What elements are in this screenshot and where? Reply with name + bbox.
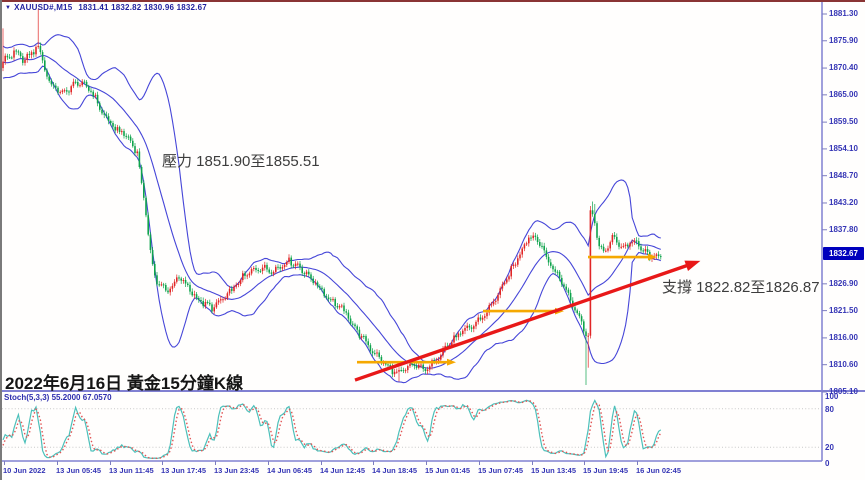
date-title-label: 2022年6月16日 黃金15分鐘K線 xyxy=(5,374,244,393)
time-axis-label: 10 Jun 2022 xyxy=(3,466,46,475)
symbol-period-label: XAUUSD#,M15 xyxy=(14,3,73,12)
bollinger-lower xyxy=(2,65,662,384)
current-price-badge: 1832.67 xyxy=(823,247,864,260)
window-left-border xyxy=(0,0,2,480)
time-axis-label: 14 Jun 18:45 xyxy=(372,466,418,475)
time-axis-label: 15 Jun 13:45 xyxy=(531,466,577,475)
resistance-annotation[interactable]: 壓力 1851.90至1855.51 xyxy=(162,153,320,170)
time-axis-label: 13 Jun 17:45 xyxy=(161,466,207,475)
stochastic-axis-label: 80 xyxy=(825,404,834,414)
time-axis-label: 13 Jun 05:45 xyxy=(56,466,102,475)
price-axis-label: 1837.80 xyxy=(829,224,858,234)
price-axis-label: 1826.90 xyxy=(829,278,858,288)
support-annotation[interactable]: 支撐 1822.82至1826.87 xyxy=(662,279,820,296)
stochastic-indicator-label: Stoch(5,3,3) 55.2000 67.0570 xyxy=(4,393,112,402)
price-axis-label: 1805.10 xyxy=(829,386,858,396)
time-axis-label: 13 Jun 23:45 xyxy=(214,466,260,475)
price-axis-label: 1881.30 xyxy=(829,8,858,18)
chart-title: ▼ XAUUSD#,M15 1831.41 1832.82 1830.96 1832… xyxy=(5,3,207,12)
price-axis-label: 1843.20 xyxy=(829,197,858,207)
time-axis-label: 14 Jun 06:45 xyxy=(267,466,313,475)
stochastic-axis-label: 100 xyxy=(825,392,839,401)
bollinger-upper xyxy=(2,34,661,363)
stochastic-pane xyxy=(2,399,822,460)
support-trendline[interactable] xyxy=(354,260,701,382)
time-axis-label: 15 Jun 01:45 xyxy=(425,466,471,475)
price-axis-label: 1821.50 xyxy=(829,305,858,315)
price-axis-label: 1810.60 xyxy=(829,359,858,369)
time-axis-label: 15 Jun 07:45 xyxy=(478,466,524,475)
price-axis-label: 1875.90 xyxy=(829,35,858,45)
time-axis-label: 13 Jun 11:45 xyxy=(109,466,154,475)
stochastic-k-line xyxy=(2,399,662,460)
window-top-border xyxy=(0,0,865,2)
price-axis-label: 1865.00 xyxy=(829,89,858,99)
stochastic-axis-label: 20 xyxy=(825,443,834,453)
price-axis-label: 1859.50 xyxy=(829,117,858,127)
pane-frames xyxy=(0,2,865,465)
time-axis-label: 16 Jun 02:45 xyxy=(636,466,682,475)
price-axis-label: 1854.10 xyxy=(829,143,858,153)
time-axis-label: 14 Jun 12:45 xyxy=(320,466,366,475)
ohlc-values: 1831.41 1832.82 1830.96 1832.67 xyxy=(78,3,207,12)
symbol-dropdown-icon[interactable]: ▼ xyxy=(5,5,12,11)
price-axis-label: 1848.70 xyxy=(829,170,858,180)
stochastic-d-line xyxy=(2,400,662,460)
stochastic-axis-label: 0 xyxy=(825,459,830,468)
time-axis-label: 15 Jun 19:45 xyxy=(583,466,629,475)
price-axis-label: 1816.00 xyxy=(829,332,858,342)
price-axis-label: 1870.40 xyxy=(829,63,858,73)
bollinger-middle xyxy=(2,55,661,369)
candles-layer xyxy=(2,9,662,385)
bollinger-bands xyxy=(2,34,662,384)
